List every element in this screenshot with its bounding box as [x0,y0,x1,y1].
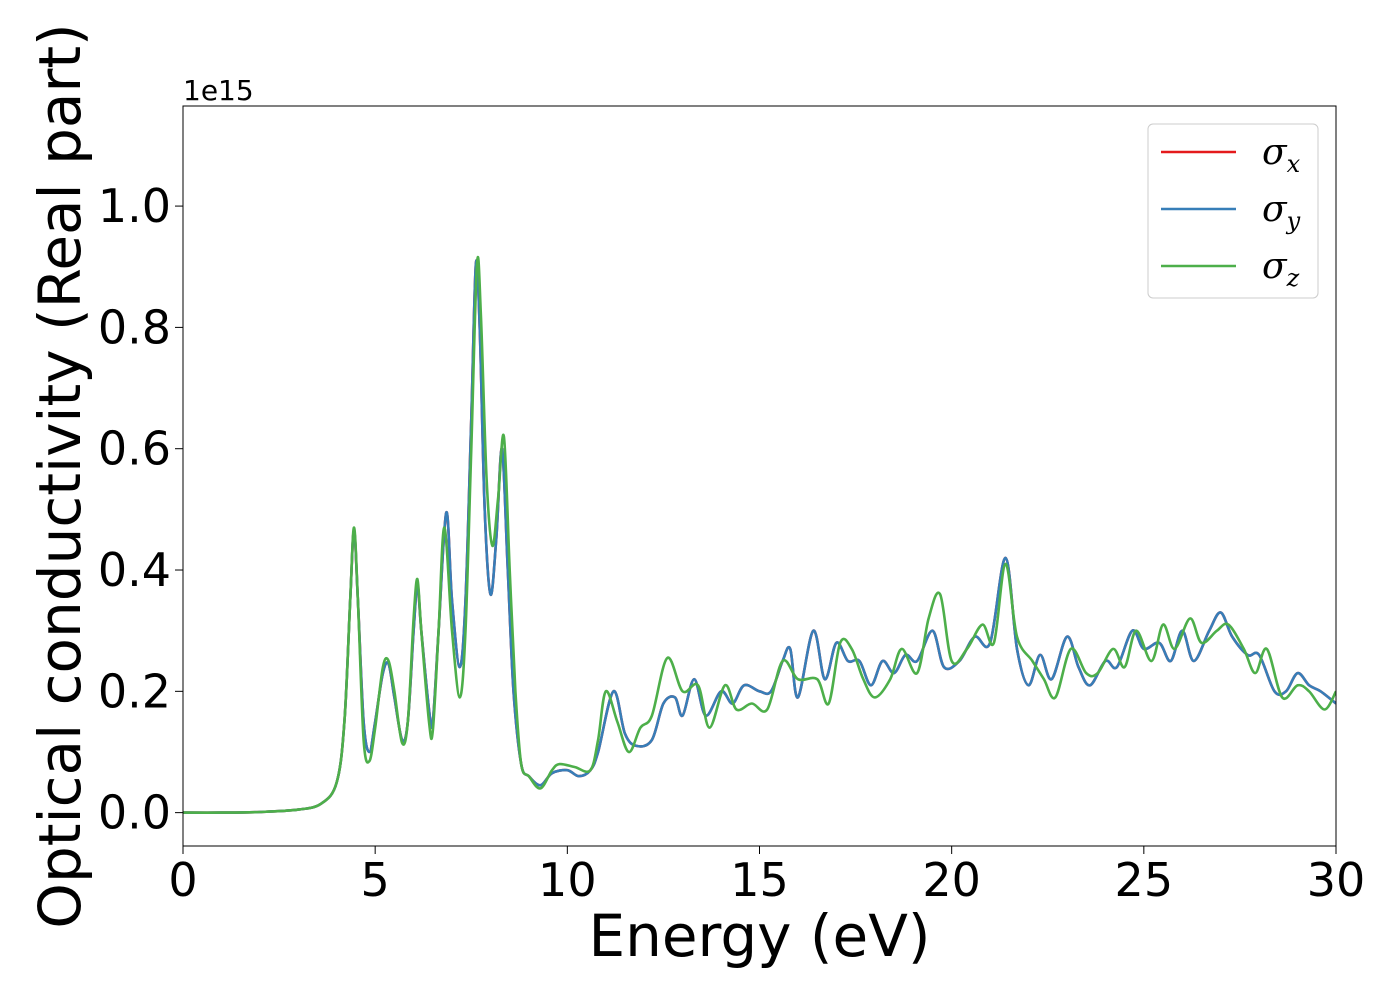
legend-label-sigma-x: σx [1262,132,1301,178]
x-tick-label: 5 [361,853,390,907]
y-tick-label: 0.6 [98,422,171,476]
x-tick-label: 10 [538,853,597,907]
legend-label-sigma-z: σz [1262,246,1300,292]
x-axis-title: Energy (eV) [588,902,930,970]
x-axis-ticks: 0 5 10 15 20 25 30 [168,846,1365,907]
y-tick-label: 0.4 [98,543,171,597]
series-layer [183,255,1336,814]
legend-label-sigma-y: σy [1262,189,1301,235]
y-tick-label: 0.0 [98,786,171,840]
y-axis-ticks: 0.0 0.2 0.4 0.6 0.8 1.0 [98,179,183,840]
x-tick-label: 25 [1115,853,1174,907]
x-tick-label: 20 [922,853,981,907]
series-line-sigma-z [183,255,1336,814]
y-axis-title: Optical conductivity (Real part) [26,23,94,928]
x-tick-label: 30 [1307,853,1366,907]
y-axis-offset-label: 1e15 [183,74,254,107]
x-tick-label: 0 [168,853,197,907]
x-tick-label: 15 [730,853,789,907]
legend: σx σy σz [1147,123,1319,299]
y-tick-label: 0.2 [98,664,171,718]
y-tick-label: 1.0 [98,179,171,233]
legend-box [1147,123,1319,299]
y-tick-label: 0.8 [98,300,171,354]
